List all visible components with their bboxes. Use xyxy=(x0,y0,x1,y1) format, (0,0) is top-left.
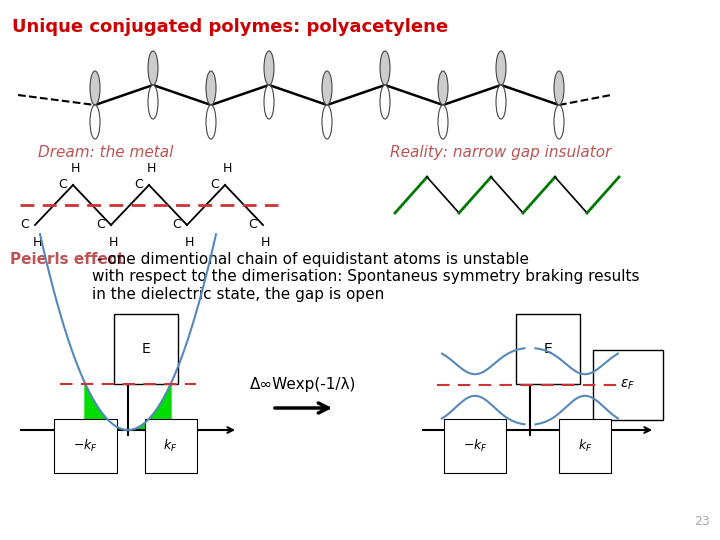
Text: E: E xyxy=(544,342,552,356)
Text: $k_F$: $k_F$ xyxy=(578,438,592,454)
Text: C: C xyxy=(248,219,257,232)
Ellipse shape xyxy=(438,105,448,139)
Text: C: C xyxy=(135,179,143,192)
Ellipse shape xyxy=(148,51,158,85)
Ellipse shape xyxy=(496,51,506,85)
Text: C: C xyxy=(96,219,105,232)
Text: C: C xyxy=(173,219,181,232)
Ellipse shape xyxy=(322,105,332,139)
Ellipse shape xyxy=(380,85,390,119)
Text: H: H xyxy=(184,235,194,248)
Text: 23: 23 xyxy=(694,515,710,528)
Ellipse shape xyxy=(554,105,564,139)
Text: Reality: narrow gap insulator: Reality: narrow gap insulator xyxy=(390,145,611,160)
Text: E: E xyxy=(142,342,150,356)
Ellipse shape xyxy=(90,105,100,139)
Text: Peierls effect: Peierls effect xyxy=(10,252,125,267)
Ellipse shape xyxy=(264,51,274,85)
Text: $\varepsilon_F$: $\varepsilon_F$ xyxy=(621,378,636,392)
Text: Unique conjugated polymes: polyacetylene: Unique conjugated polymes: polyacetylene xyxy=(12,18,448,36)
Text: Dream: the metal: Dream: the metal xyxy=(38,145,174,160)
Text: C: C xyxy=(21,219,30,232)
Text: C: C xyxy=(58,179,68,192)
Ellipse shape xyxy=(148,85,158,119)
Text: $-k_F$: $-k_F$ xyxy=(462,438,487,454)
Text: H: H xyxy=(71,161,80,174)
Ellipse shape xyxy=(496,85,506,119)
Text: $-k_F$: $-k_F$ xyxy=(73,438,98,454)
Text: - one dimentional chain of equidistant atoms is unstable
with respect to the dim: - one dimentional chain of equidistant a… xyxy=(92,252,639,302)
Ellipse shape xyxy=(554,71,564,105)
Text: Δ∞Wexp(-1/λ): Δ∞Wexp(-1/λ) xyxy=(250,377,356,392)
Text: H: H xyxy=(222,161,232,174)
Text: C: C xyxy=(211,179,220,192)
Text: H: H xyxy=(108,235,117,248)
Ellipse shape xyxy=(438,71,448,105)
Ellipse shape xyxy=(206,105,216,139)
Ellipse shape xyxy=(206,71,216,105)
Ellipse shape xyxy=(380,51,390,85)
Text: H: H xyxy=(146,161,156,174)
Text: H: H xyxy=(32,235,42,248)
Text: $k_F$: $k_F$ xyxy=(163,438,178,454)
Ellipse shape xyxy=(90,71,100,105)
Ellipse shape xyxy=(264,85,274,119)
Text: H: H xyxy=(261,235,270,248)
Ellipse shape xyxy=(322,71,332,105)
Polygon shape xyxy=(85,383,171,430)
